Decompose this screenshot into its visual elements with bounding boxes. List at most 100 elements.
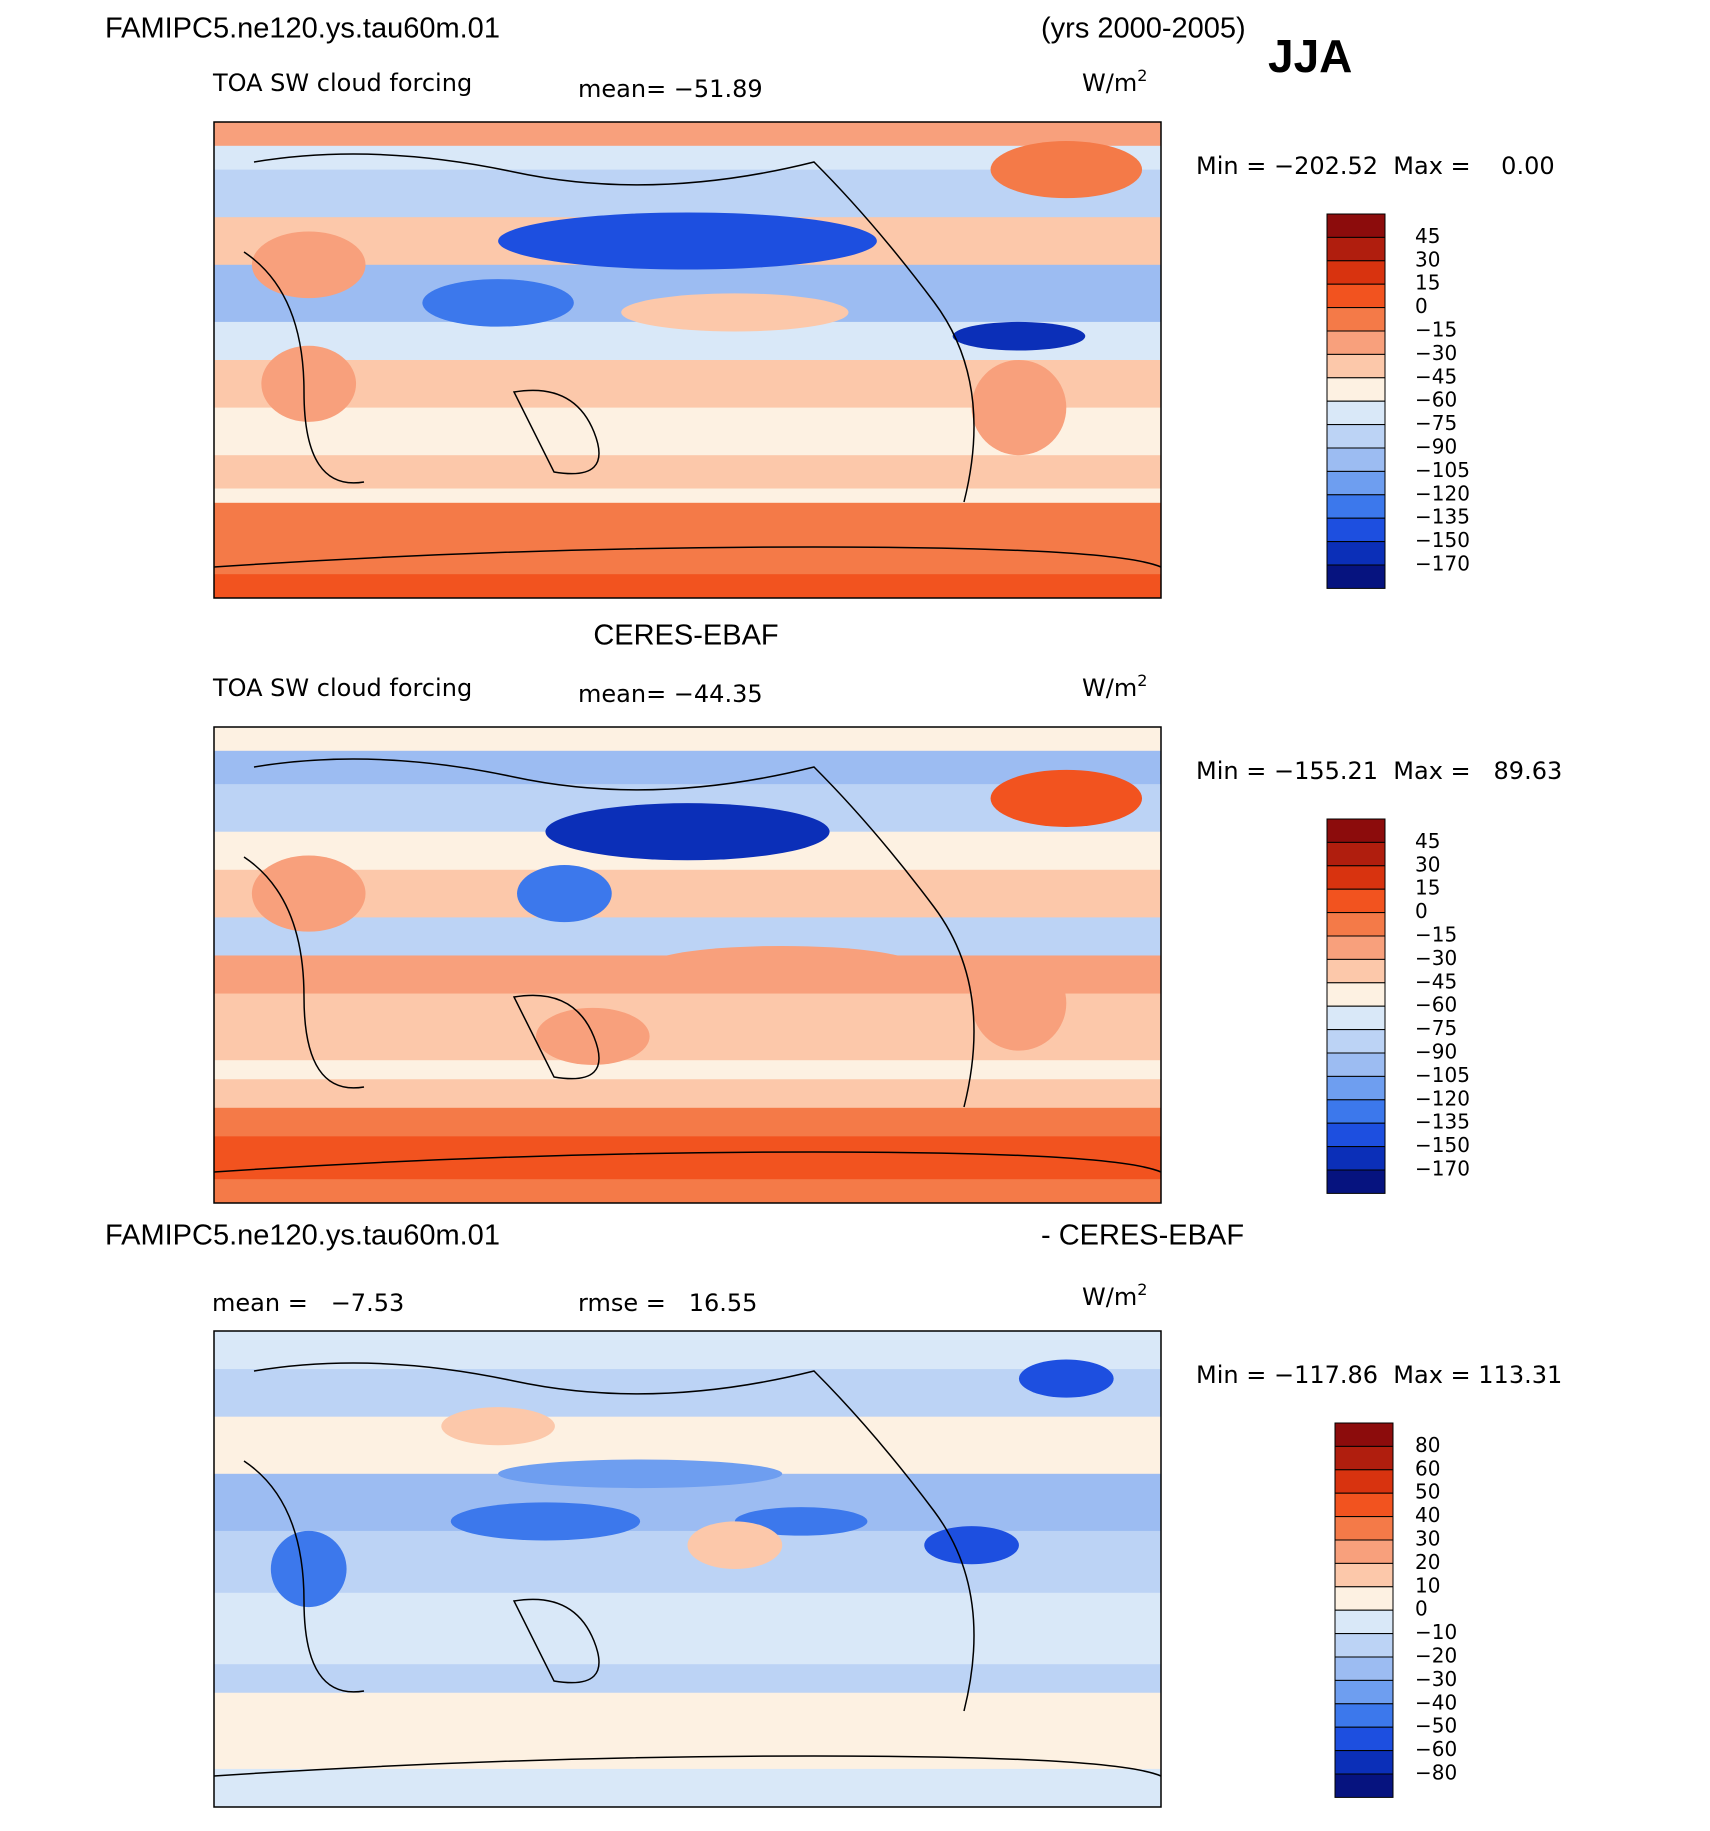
variable: TOA SW cloud forcing [212, 674, 472, 702]
colorbar-label: −120 [1415, 1086, 1470, 1110]
colorbar-box [1334, 1679, 1394, 1705]
variable: TOA SW cloud forcing [212, 69, 472, 97]
colorbar-label: −135 [1415, 505, 1470, 529]
map-band [214, 1136, 1161, 1181]
colorbar-label: −45 [1415, 969, 1457, 993]
map-frame [213, 121, 1162, 599]
colorbar-box [1334, 1562, 1394, 1588]
map-region [251, 231, 366, 299]
colorbar-label: −30 [1415, 341, 1457, 365]
colorbar-label: −30 [1415, 946, 1457, 970]
map-band [214, 1592, 1161, 1666]
map-region [422, 279, 574, 327]
colorbar-label: −170 [1415, 552, 1470, 576]
map-region [261, 345, 357, 422]
map-region [924, 1526, 1019, 1565]
map-band [214, 750, 1161, 786]
colorbar-box [1326, 865, 1386, 890]
colorbar-box [1326, 1146, 1386, 1171]
map-band [214, 1079, 1161, 1109]
colorbar-label: 30 [1415, 852, 1440, 876]
colorbar-box [1326, 564, 1386, 589]
colorbar-label: −15 [1415, 923, 1457, 947]
map-region [450, 1502, 641, 1541]
colorbar-box [1326, 1075, 1386, 1101]
colorbar-box [1334, 1750, 1394, 1775]
map-region [990, 769, 1143, 827]
colorbar-label: 45 [1415, 829, 1440, 853]
map-band [214, 1735, 1161, 1770]
map-band [214, 574, 1161, 598]
panel-title: FAMIPC5.ne120.ys.tau60m.01 [105, 1220, 500, 1252]
colorbar-label: −20 [1415, 1644, 1457, 1668]
map-band [214, 502, 1161, 576]
colorbar-box [1326, 213, 1386, 238]
map-region [971, 360, 1067, 456]
units-exponent: 2 [1137, 671, 1147, 690]
colorbar-box [1334, 1422, 1394, 1447]
map [213, 121, 1162, 599]
min-max: Min = −155.21 Max = 89.63 [1196, 757, 1562, 785]
colorbar-label: −105 [1415, 458, 1470, 482]
colorbar-box [1326, 447, 1386, 472]
map-band [214, 1107, 1161, 1138]
map-fill [214, 727, 1161, 1203]
map-band [214, 122, 1161, 147]
colorbar-box [1326, 283, 1386, 309]
colorbar-box [1326, 1099, 1386, 1124]
map-region [517, 865, 612, 923]
units: W/m2 [1082, 66, 1147, 98]
colorbar-label: −50 [1415, 1714, 1457, 1738]
colorbar-box [1326, 494, 1386, 519]
colorbar-box [1326, 517, 1386, 543]
colorbar-box [1326, 541, 1386, 566]
map-band [214, 488, 1161, 504]
coastline [214, 153, 1161, 568]
season: JJA [1268, 30, 1352, 82]
colorbar-label: 45 [1415, 224, 1440, 248]
colorbar-box [1326, 236, 1386, 262]
colorbar-box [1326, 888, 1386, 914]
colorbar-box [1326, 330, 1386, 355]
colorbar-box [1326, 307, 1386, 332]
colorbar-box [1334, 1586, 1394, 1611]
units: W/m2 [1082, 671, 1147, 703]
map-region [971, 955, 1067, 1051]
map-frame [213, 726, 1162, 1204]
colorbar-box [1326, 935, 1386, 960]
rmse: rmse = 16.55 [578, 1289, 757, 1317]
colorbar-label: −90 [1415, 1040, 1457, 1064]
colorbar-label: 0 [1415, 899, 1428, 923]
colorbar-box [1326, 353, 1386, 379]
map [213, 726, 1162, 1204]
header-title: FAMIPC5.ne120.ys.tau60m.01 [105, 13, 500, 45]
coastline [214, 1362, 1161, 1777]
colorbar-label: −60 [1415, 388, 1457, 412]
colorbar-box [1326, 1122, 1386, 1148]
mean: mean = −7.53 [212, 1289, 404, 1317]
colorbar-box [1334, 1656, 1394, 1681]
map-region [952, 321, 1086, 351]
colorbar-box [1326, 818, 1386, 843]
colorbar-box [1326, 982, 1386, 1007]
colorbar-box [1334, 1633, 1394, 1658]
map-fill [214, 122, 1161, 598]
colorbar-label: −10 [1415, 1620, 1457, 1644]
coastline [214, 758, 1161, 1173]
colorbar-label: −75 [1415, 1016, 1457, 1040]
colorbar-label: −120 [1415, 481, 1470, 505]
map-region [498, 1459, 783, 1489]
colorbar-label: 30 [1415, 247, 1440, 271]
map-band [214, 869, 1161, 919]
colorbar-label: 50 [1415, 1480, 1440, 1504]
colorbar-box [1326, 1029, 1386, 1054]
map-frame [213, 1330, 1162, 1808]
colorbar-box [1326, 1052, 1386, 1077]
map-band [214, 1369, 1161, 1418]
mean: mean= −51.89 [578, 75, 763, 103]
mean: mean= −44.35 [578, 680, 763, 708]
colorbar-box [1334, 1539, 1394, 1564]
colorbar-label: 15 [1415, 271, 1440, 295]
colorbar-box [1326, 1005, 1386, 1031]
colorbar-label: −105 [1415, 1063, 1470, 1087]
